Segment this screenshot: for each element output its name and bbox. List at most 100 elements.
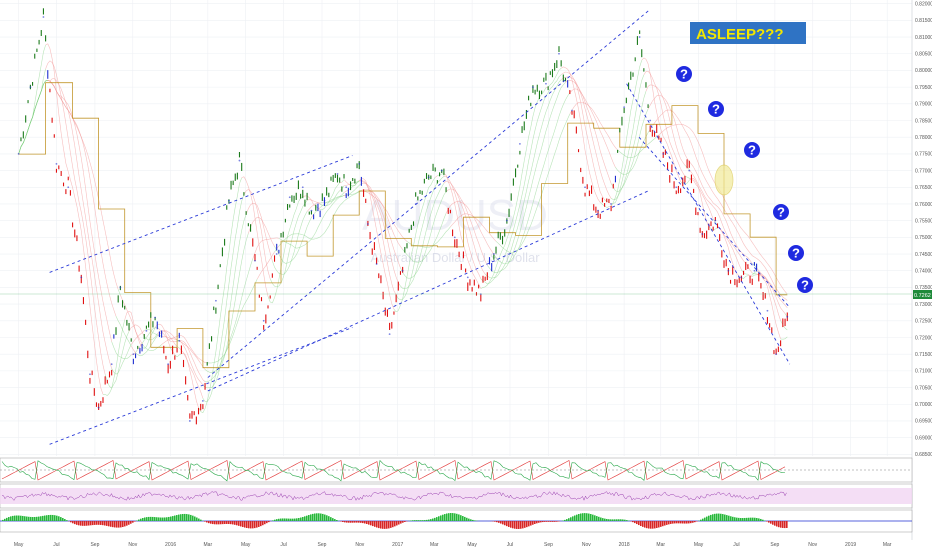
ribbon-segment: [559, 68, 561, 70]
ribbon-segment: [533, 108, 535, 117]
histogram-bar: [380, 521, 382, 529]
ribbon-segment: [290, 259, 292, 266]
histogram-bar: [212, 521, 214, 524]
ribbon-segment: [246, 181, 248, 187]
ribbon-segment: [559, 110, 561, 116]
ribbon-segment: [607, 133, 609, 137]
ribbon-segment: [181, 336, 183, 337]
histogram-bar: [598, 517, 600, 521]
ribbon-segment: [561, 73, 563, 75]
histogram-bar: [88, 521, 90, 526]
histogram-bar: [428, 520, 430, 521]
ribbon-segment: [75, 146, 77, 161]
ribbon-segment: [242, 289, 244, 298]
ribbon-segment: [746, 247, 748, 250]
histogram-bar: [216, 521, 218, 524]
histogram-bar: [736, 518, 738, 521]
ribbon-segment: [387, 283, 389, 294]
ribbon-segment: [264, 227, 266, 236]
histogram-bar: [432, 519, 434, 521]
ribbon-segment: [116, 283, 118, 290]
histogram-bar: [194, 517, 196, 521]
ribbon-segment: [479, 243, 481, 250]
ribbon-segment: [305, 227, 307, 233]
ribbon-segment: [199, 360, 201, 363]
histogram-bar: [646, 521, 648, 528]
ribbon-segment: [168, 341, 170, 348]
ribbon-segment: [726, 242, 728, 248]
ribbon-segment: [544, 112, 546, 119]
ribbon-segment: [550, 137, 552, 143]
y-tick-label: 0.68500: [915, 452, 932, 458]
histogram-bar: [350, 521, 352, 523]
ribbon-segment: [596, 195, 598, 200]
ribbon-segment: [344, 199, 346, 201]
question-mark-glyph: ?: [712, 102, 720, 117]
ribbon-segment: [778, 314, 780, 321]
y-tick-label: 0.81000: [915, 35, 932, 41]
ribbon-segment: [520, 173, 522, 186]
ribbon-segment: [246, 297, 248, 301]
ribbon-segment: [772, 269, 774, 273]
ribbon-segment: [242, 177, 244, 178]
ribbon-segment: [188, 355, 190, 361]
ribbon-segment: [676, 171, 678, 176]
ribbon-segment: [268, 233, 270, 238]
histogram-bar: [50, 515, 52, 521]
histogram-bar: [54, 515, 56, 521]
ribbon-segment: [589, 113, 591, 119]
series-point: [43, 16, 45, 18]
ribbon-segment: [235, 226, 237, 238]
ribbon-segment: [298, 247, 300, 248]
histogram-bar: [436, 517, 438, 521]
ribbon-segment: [301, 246, 303, 247]
histogram-bar: [460, 515, 462, 521]
histogram-bar: [84, 521, 86, 526]
ribbon-segment: [288, 243, 290, 244]
ribbon-segment: [539, 127, 541, 135]
ribbon-segment: [718, 199, 720, 202]
series-point: [649, 120, 651, 122]
ribbon-segment: [589, 172, 591, 181]
histogram-bar: [282, 518, 284, 521]
histogram-bar: [626, 520, 628, 521]
ribbon-segment: [48, 44, 50, 49]
ribbon-segment: [511, 242, 513, 250]
histogram-bar: [524, 521, 526, 528]
series-point: [610, 203, 612, 205]
ribbon-segment: [542, 119, 544, 127]
ribbon-segment: [96, 220, 98, 236]
histogram-bar: [782, 521, 784, 528]
histogram-bar: [546, 521, 548, 522]
ribbon-segment: [114, 348, 116, 353]
histogram-bar: [342, 521, 344, 522]
ribbon-segment: [222, 344, 224, 356]
ribbon-segment: [142, 330, 144, 332]
ribbon-segment: [398, 305, 400, 311]
histogram-bar: [510, 521, 512, 528]
ribbon-segment: [194, 362, 196, 367]
ribbon-segment: [707, 181, 709, 185]
histogram-bar: [726, 515, 728, 521]
ribbon-segment: [155, 348, 157, 350]
ribbon-segment: [105, 394, 107, 395]
ribbon-segment: [741, 239, 743, 243]
y-tick-label: 0.82000: [915, 1, 932, 7]
ribbon-segment: [746, 234, 748, 236]
ribbon-segment: [652, 85, 654, 86]
ribbon-segment: [596, 175, 598, 184]
histogram-bar: [588, 514, 590, 521]
ribbon-segment: [448, 189, 450, 190]
ribbon-segment: [505, 266, 507, 269]
ribbon-segment: [746, 256, 748, 258]
ribbon-segment: [246, 189, 248, 191]
ribbon-segment: [259, 272, 261, 276]
histogram-bar: [364, 521, 366, 523]
ribbon-segment: [596, 115, 598, 119]
x-tick-label: Sep: [318, 542, 327, 548]
histogram-bar: [464, 517, 466, 521]
ribbon-segment: [50, 81, 52, 83]
